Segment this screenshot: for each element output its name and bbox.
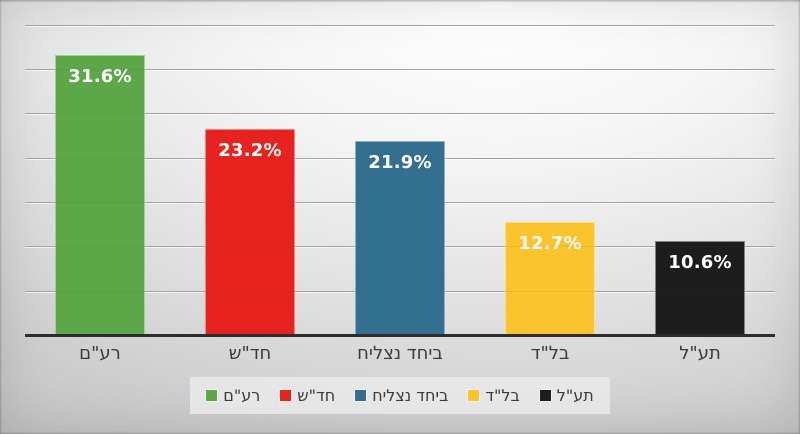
x-axis-category-label: בל"ד [530,343,570,364]
bar-1: 31.6% [55,55,145,335]
gridline-overlay [25,25,775,26]
gridline [25,69,775,70]
x-axis-category-label: ביחד נצליח [357,343,443,364]
bar-value-label: 21.9% [368,152,432,173]
bar-4: 12.7% [505,222,595,335]
plot-area: 31.6% 23.2% 21.9% 12.7% 10.6% [25,0,775,337]
bar-3: 21.9% [355,141,445,335]
legend: רע"ם חד"ש ביחד נצליח בל"ד תע"ל [190,377,610,414]
x-axis-labels: רע"ם חד"ש ביחד נצליח בל"ד תע"ל [25,343,775,367]
bar-5: 10.6% [655,241,745,335]
legend-swatch [206,390,218,401]
x-axis-category-label: תע"ל [679,343,721,364]
legend-label: ביחד נצליח [372,386,449,405]
bar-2: 23.2% [205,129,295,335]
x-axis-category-label: רע"ם [79,343,121,364]
legend-item: בל"ד [468,386,520,405]
gridline [25,113,775,114]
x-axis-line [25,334,775,337]
legend-swatch [468,390,480,401]
legend-item: רע"ם [206,386,260,405]
legend-label: רע"ם [223,386,261,405]
legend-item: ביחד נצליח [355,386,448,405]
legend-label: בל"ד [485,386,520,405]
gridline-overlay [25,246,775,247]
bar-value-label: 10.6% [668,252,732,273]
bar-value-label: 23.2% [218,140,282,161]
legend-swatch [539,390,551,401]
gridline-overlay [25,158,775,159]
gridline-overlay [25,202,775,203]
gridline-overlay [25,69,775,70]
legend-label: תע"ל [556,386,594,405]
bar-value-label: 12.7% [518,233,582,254]
gridline [25,25,775,26]
gridline-overlay [25,113,775,114]
legend-swatch [355,390,367,401]
legend-item: חד"ש [280,386,335,405]
gridline-overlay [25,291,775,292]
x-axis-category-label: חד"ש [228,343,272,364]
bar-value-label: 31.6% [68,66,132,87]
legend-item: תע"ל [539,386,594,405]
legend-wrap: רע"ם חד"ש ביחד נצליח בל"ד תע"ל [0,377,800,414]
legend-swatch [280,390,292,401]
legend-label: חד"ש [297,386,336,405]
